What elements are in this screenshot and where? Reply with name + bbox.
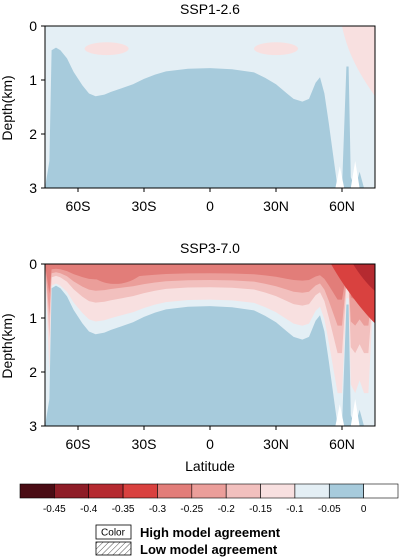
panel-2-ylabel: Depth(km) — [0, 313, 15, 378]
y-tick-label: 2 — [29, 126, 37, 142]
land-gap — [335, 166, 345, 188]
panel-2-plot: 0 1 2 3 60S 30S 0 30N 60N — [29, 256, 376, 452]
low-agreement-label: Low model agreement — [140, 542, 278, 557]
colorbar-swatch — [260, 483, 296, 499]
colorbar-swatch — [19, 483, 55, 499]
y-tick-label: 0 — [29, 18, 37, 34]
colorbar-swatch — [363, 483, 399, 499]
x-tick-label: 30S — [132, 198, 157, 214]
anomaly-extreme-north — [353, 264, 375, 291]
x-tick-label: 60N — [329, 436, 355, 452]
panel-2-title: SSP3-7.0 — [180, 240, 240, 256]
colorbar-tick-label: -0.4 — [80, 504, 98, 515]
y-tick-label: 0 — [29, 256, 37, 272]
panel-1-title: SSP1-2.6 — [180, 1, 240, 17]
x-tick-label: 60N — [329, 198, 355, 214]
land-gap — [350, 399, 360, 426]
y-tick-label: 2 — [29, 364, 37, 380]
colorbar-tick-label: -0.25 — [180, 504, 203, 515]
anomaly-core-south — [82, 266, 149, 284]
colorbar-tick-label: -0.3 — [149, 504, 167, 515]
high-agreement-swatch-label: Color — [101, 528, 126, 539]
high-agreement-label: High model agreement — [140, 525, 281, 540]
colorbar-swatch — [225, 483, 261, 499]
colorbar: -0.45 -0.4 -0.35 -0.3 -0.25 -0.2 -0.15 -0.1 -0.0… — [19, 483, 399, 515]
anomaly-band-south — [84, 42, 129, 56]
y-tick-label: 1 — [29, 72, 37, 88]
deep-ocean-region — [45, 47, 375, 188]
colorbar-swatch — [191, 483, 227, 499]
colorbar-swatch — [54, 483, 90, 499]
deep-ocean-region — [45, 285, 375, 426]
low-agreement-swatch — [95, 541, 132, 556]
x-tick-label: 30S — [132, 436, 157, 452]
colorbar-tick-label: -0.45 — [43, 504, 66, 515]
anomaly-band-north — [254, 42, 298, 56]
colorbar-tick-label: -0.2 — [218, 504, 236, 515]
colorbar-tick-label: -0.1 — [286, 504, 304, 515]
x-tick-label: 30N — [263, 436, 289, 452]
anomaly-high-lat-north — [342, 26, 375, 97]
colorbar-tick-label: -0.15 — [249, 504, 272, 515]
colorbar-swatch — [88, 483, 124, 499]
colorbar-swatch — [328, 483, 364, 499]
colorbar-swatch — [294, 483, 330, 499]
high-agreement-swatch — [95, 524, 132, 540]
y-tick-label: 3 — [29, 180, 37, 196]
panel-1-plot: 0 1 2 3 60S 30S 0 30N 60N — [29, 18, 376, 214]
panel-2-xlabel: Latitude — [185, 458, 235, 474]
y-tick-label: 1 — [29, 310, 37, 326]
colorbar-swatch — [122, 483, 158, 499]
colorbar-tick-label: 0 — [361, 504, 367, 515]
panel-1-ylabel: Depth(km) — [0, 75, 15, 140]
y-tick-label: 3 — [29, 418, 37, 434]
colorbar-swatch — [157, 483, 193, 499]
land-gap — [335, 404, 345, 426]
colorbar-tick-label: -0.35 — [112, 504, 135, 515]
x-tick-label: 0 — [206, 436, 214, 452]
agreement-legend: Color High model agreement Low model agr… — [95, 524, 281, 557]
land-gap — [350, 161, 360, 188]
x-tick-label: 60S — [66, 436, 91, 452]
x-tick-label: 60S — [66, 198, 91, 214]
x-tick-label: 30N — [263, 198, 289, 214]
x-tick-label: 0 — [206, 198, 214, 214]
colorbar-tick-label: -0.05 — [318, 504, 341, 515]
